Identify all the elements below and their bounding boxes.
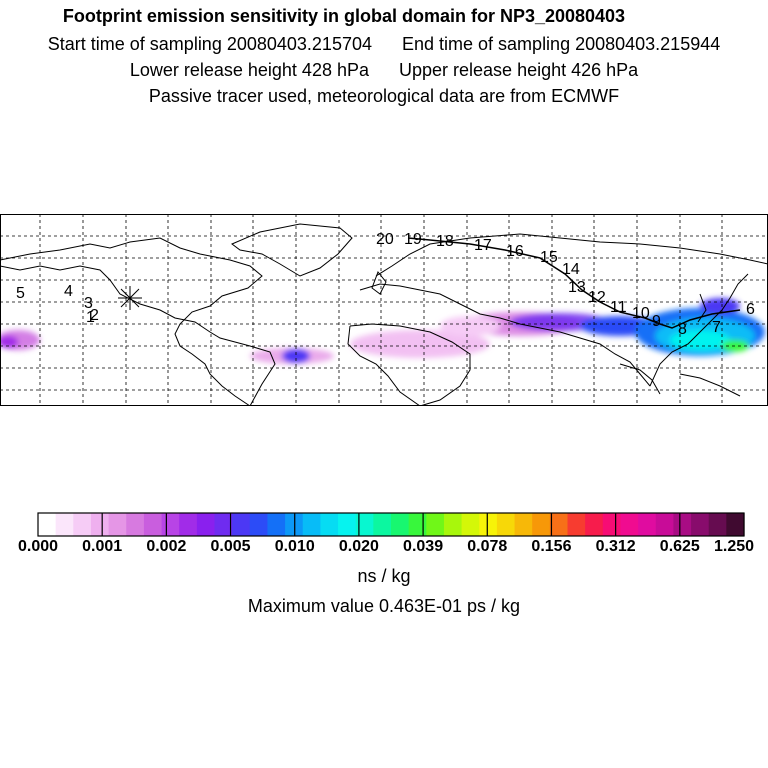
colorbar-swatch-21 [408,513,427,536]
track-label-12: 12 [588,289,606,306]
colorbar-swatch-9 [196,513,216,536]
colorbar-swatch-13 [267,513,286,536]
track-label-5: 5 [16,285,25,302]
colorbar-swatch-24 [461,513,480,536]
colorbar-swatch-15 [302,513,321,536]
track-label-9: 9 [652,313,661,330]
colorbar-swatch-18 [355,513,374,536]
track-label-16: 16 [506,243,524,260]
colorbar-swatch-37 [691,513,710,536]
colorbar-units: ns / kg [357,566,411,586]
track-label-19: 19 [404,231,422,248]
track-label-2: 2 [90,307,99,324]
colorbar-swatch-34 [638,513,657,536]
colorbar-swatch-3 [90,513,110,536]
track-label-7: 7 [712,319,721,336]
colorbar-swatch-27 [514,513,533,536]
track-label-15: 15 [540,249,558,266]
colorbar-swatch-29 [549,513,569,536]
sensitivity-plume-layer [0,298,765,364]
track-label-14: 14 [562,261,580,278]
colorbar-swatches [38,513,745,536]
track-label-3: 3 [84,295,93,312]
tick-1: 0.001 [82,538,123,555]
lower-release-label: Lower release height 428 hPa [129,60,369,80]
tick-5: 0.020 [338,538,379,555]
tick-8: 0.156 [531,538,572,555]
tick-7: 0.078 [467,538,508,555]
track-label-4: 4 [64,283,73,300]
tick-6: 0.039 [403,538,444,555]
colorbar-swatch-8 [179,513,198,536]
track-label-13: 13 [568,279,586,296]
colorbar-swatch-28 [532,513,551,536]
colorbar-swatch-38 [708,513,727,536]
end-time-label: End time of sampling 20080403.215944 [402,34,721,54]
colorbar [37,512,745,537]
colorbar-dividers [101,513,681,536]
coastlines [0,223,768,406]
colorbar-swatch-0 [38,513,57,536]
colorbar-swatch-19 [373,513,392,536]
colorbar-swatch-26 [496,513,516,536]
colorbar-swatch-5 [126,513,145,536]
track-label-10: 10 [632,305,650,322]
release-point-marker [118,286,142,310]
tick-9: 0.312 [595,538,636,555]
colorbar-swatch-12 [249,513,269,536]
colorbar-swatch-22 [426,513,445,536]
plot-title: Footprint emission sensitivity in global… [62,6,626,26]
colorbar-swatch-7 [161,513,180,536]
tick-4: 0.010 [274,538,315,555]
start-time-label: Start time of sampling 20080403.215704 [47,34,372,54]
track-label-17: 17 [474,237,492,254]
release-heights: Lower release height 428 hPa Upper releas… [0,60,768,80]
footprint-map: 1 2 3 4 5 6 7 8 9 10 11 12 13 14 15 16 1… [0,214,768,406]
colorbar-swatch-2 [73,513,92,536]
colorbar-swatch-1 [55,513,74,536]
colorbar-swatch-10 [214,513,233,536]
colorbar-swatch-30 [567,513,586,536]
track-label-11: 11 [610,299,627,316]
track-label-20: 20 [376,231,394,248]
colorbar-swatch-16 [320,513,339,536]
upper-release-label: Upper release height 426 hPa [399,60,639,80]
tick-10: 0.625 [659,538,700,555]
tick-11: 1.250 [713,538,755,555]
colorbar-frame [37,512,745,537]
colorbar-swatch-11 [232,513,251,536]
tracer-info: Passive tracer used, meteorological data… [148,86,620,106]
colorbar-swatch-4 [108,513,127,536]
track-label-18: 18 [436,233,454,250]
track-label-6: 6 [746,301,755,318]
colorbar-swatch-6 [143,513,163,536]
colorbar-swatch-17 [338,513,357,536]
colorbar-swatch-32 [602,513,622,536]
tick-0: 0.000 [17,538,59,555]
track-label-1: 1 [86,309,95,326]
colorbar-swatch-39 [726,513,745,536]
colorbar-swatch-23 [443,513,463,536]
sampling-times: Start time of sampling 20080403.215704 En… [0,34,768,54]
colorbar-swatch-20 [391,513,410,536]
colorbar-swatch-35 [655,513,674,536]
maximum-value-label: Maximum value 0.463E-01 ps / kg [247,596,521,616]
tick-3: 0.005 [210,538,251,555]
colorbar-swatch-25 [479,513,498,536]
track-label-8: 8 [678,321,687,338]
colorbar-swatch-33 [620,513,639,536]
colorbar-swatch-36 [673,513,692,536]
lat-lon-grid [0,214,768,406]
flight-track [407,237,741,329]
colorbar-swatch-31 [585,513,604,536]
tick-2: 0.002 [146,538,187,555]
